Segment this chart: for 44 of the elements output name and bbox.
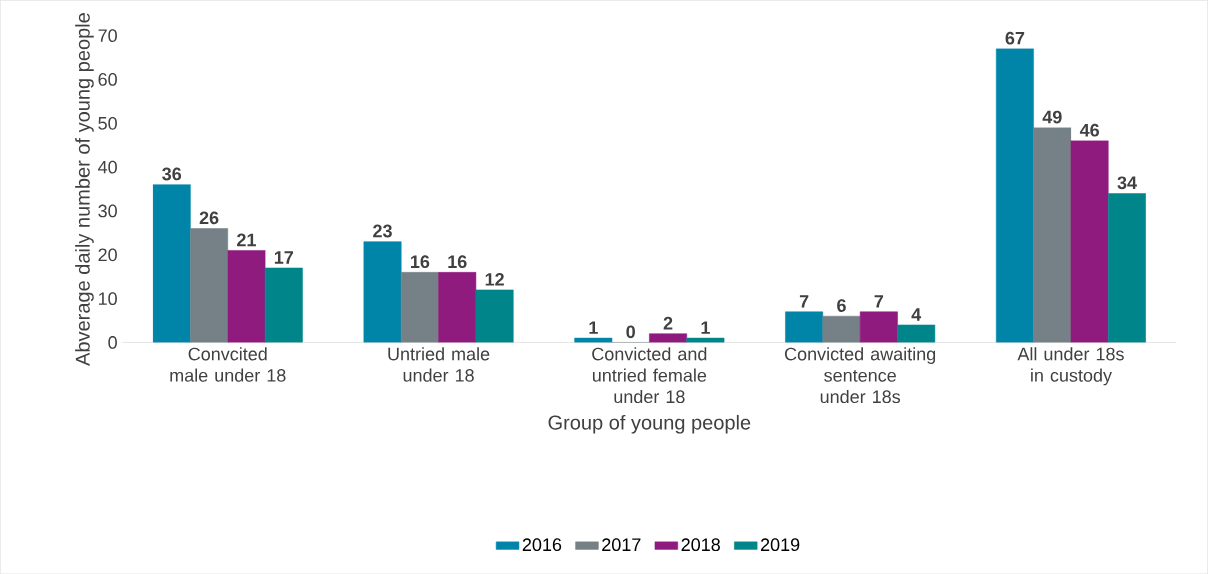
y-tick-label: 70: [98, 29, 117, 42]
data-label: 4: [911, 308, 922, 321]
y-axis-title: Abverage daily number of young people: [75, 13, 94, 366]
data-label: 12: [485, 272, 504, 286]
bar: [475, 289, 514, 343]
data-label: 1: [589, 321, 598, 334]
bar: [686, 337, 725, 343]
x-tick-label: Untried male under 18: [388, 347, 490, 382]
y-tick-label: 0: [108, 336, 117, 349]
data-label: 49: [1042, 110, 1062, 124]
x-tick-label: All under 18s in custody: [1017, 347, 1124, 386]
y-tick-label: 20: [98, 248, 117, 262]
data-label: 21: [237, 233, 256, 247]
legend-label: 2016: [522, 538, 562, 551]
bar: [264, 267, 303, 343]
data-label: 0: [626, 325, 635, 339]
data-label: 67: [1005, 31, 1025, 45]
y-tick-label: 50: [98, 116, 117, 130]
x-tick-label: Convicted awaiting sentence under 18s: [785, 347, 936, 403]
x-axis-title: Group of young people: [548, 414, 751, 434]
data-label: 16: [410, 255, 430, 268]
data-label: 16: [448, 255, 467, 268]
legend-label: 2018: [681, 538, 720, 551]
data-label: 7: [874, 295, 884, 308]
y-tick-label: 10: [98, 292, 117, 305]
data-label: 46: [1079, 123, 1100, 137]
y-tick-label: 40: [98, 160, 117, 174]
data-label: 1: [701, 321, 710, 334]
data-label: 26: [199, 211, 219, 225]
data-label: 36: [162, 167, 182, 181]
y-tick-label: 30: [98, 204, 117, 218]
data-label: 2: [663, 316, 673, 330]
data-label: 23: [373, 224, 392, 238]
x-tick-label: Convcited male under 18: [170, 347, 286, 382]
data-label: 17: [274, 251, 294, 264]
data-label: 34: [1117, 176, 1137, 190]
data-label: 6: [837, 299, 846, 312]
x-tick-label: Convicted and untried female under 18: [592, 347, 707, 403]
legend-label: 2019: [760, 538, 800, 551]
bar: [897, 324, 936, 343]
bar: [1108, 193, 1146, 343]
data-label: 7: [799, 295, 809, 308]
legend-label: 2017: [602, 538, 641, 551]
y-tick-label: 60: [98, 72, 117, 86]
